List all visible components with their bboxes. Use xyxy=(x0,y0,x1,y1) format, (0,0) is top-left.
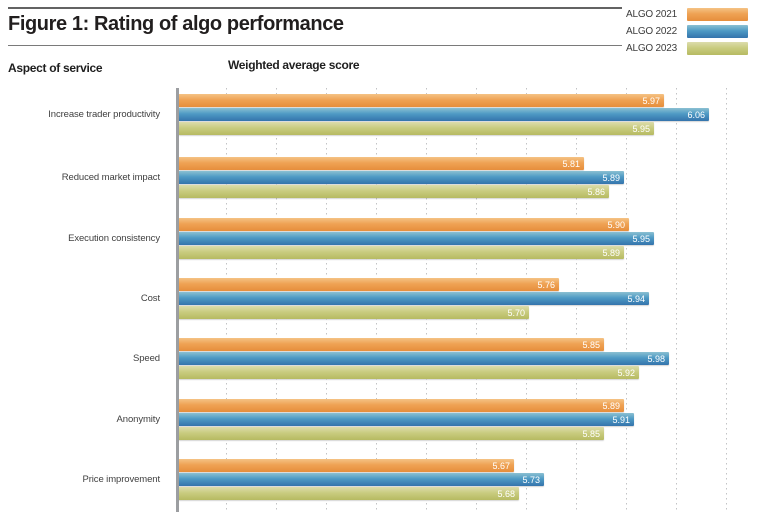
category-label: Speed xyxy=(133,353,160,364)
legend-label-algo-2021: ALGO 2021 xyxy=(625,9,677,20)
category-label: Reduced market impact xyxy=(61,172,160,183)
legend-item-algo-2021: ALGO 2021 xyxy=(626,8,748,21)
bar: 5.70 xyxy=(179,306,529,319)
legend-swatch-algo-2023 xyxy=(687,42,748,55)
bar: 5.85 xyxy=(179,427,604,440)
y-axis-line xyxy=(176,88,179,512)
bar: 5.86 xyxy=(179,185,609,198)
category-label: Cost xyxy=(140,293,160,304)
bar: 5.76 xyxy=(179,278,559,291)
bar: 5.95 xyxy=(179,122,654,135)
bar-value-label: 5.68 xyxy=(497,488,515,499)
bar: 5.90 xyxy=(179,218,629,231)
bar-group: 5.67 5.73 5.68 xyxy=(179,459,544,501)
bar: 5.89 xyxy=(179,171,624,184)
bar: 5.92 xyxy=(179,366,639,379)
bar-value-label: 5.76 xyxy=(537,279,555,290)
bar-value-label: 5.81 xyxy=(562,158,580,169)
legend-item-algo-2022: ALGO 2022 xyxy=(626,25,748,38)
top-rule xyxy=(8,7,622,9)
bar-value-label: 6.06 xyxy=(687,109,705,120)
bar-value-label: 5.67 xyxy=(492,460,510,471)
bar: 5.85 xyxy=(179,338,604,351)
bar-value-label: 5.85 xyxy=(582,428,600,439)
bar: 5.81 xyxy=(179,157,584,170)
bar-group: 5.81 5.89 5.86 xyxy=(179,157,624,199)
bar-value-label: 5.95 xyxy=(632,123,650,134)
bar-group: 5.89 5.91 5.85 xyxy=(179,399,634,441)
bar-value-label: 5.94 xyxy=(627,293,645,304)
bar: 6.06 xyxy=(179,108,709,121)
bar-value-label: 5.92 xyxy=(617,367,635,378)
bar: 5.89 xyxy=(179,246,624,259)
category-label: Increase trader productivity xyxy=(48,109,160,120)
column-header-aspect-of-service: Aspect of service xyxy=(8,61,103,75)
legend-swatch-algo-2021 xyxy=(687,8,748,21)
bar-group: 5.90 5.95 5.89 xyxy=(179,218,654,260)
bar-value-label: 5.85 xyxy=(582,339,600,350)
bar-group: 5.85 5.98 5.92 xyxy=(179,338,669,380)
bar-value-label: 5.73 xyxy=(522,474,540,485)
bar-group: 5.76 5.94 5.70 xyxy=(179,278,649,320)
bar: 5.73 xyxy=(179,473,544,486)
gridline xyxy=(676,88,677,512)
bar-group: 5.97 6.06 5.95 xyxy=(179,94,709,136)
legend-label-algo-2022: ALGO 2022 xyxy=(625,26,677,37)
bar: 5.91 xyxy=(179,413,634,426)
legend-swatch-algo-2022 xyxy=(687,25,748,38)
legend-item-algo-2023: ALGO 2023 xyxy=(626,42,748,55)
bar: 5.89 xyxy=(179,399,624,412)
bar-value-label: 5.91 xyxy=(612,414,630,425)
bar-value-label: 5.97 xyxy=(642,95,660,106)
bar: 5.98 xyxy=(179,352,669,365)
bar: 5.95 xyxy=(179,232,654,245)
column-header-weighted-average-score: Weighted average score xyxy=(228,58,360,72)
title-underline-rule xyxy=(8,45,622,46)
chart-legend: ALGO 2021 ALGO 2022 ALGO 2023 xyxy=(626,8,748,59)
category-label: Anonymity xyxy=(116,414,161,425)
category-label: Execution consistency xyxy=(68,233,160,244)
legend-label-algo-2023: ALGO 2023 xyxy=(625,43,677,54)
figure-title: Figure 1: Rating of algo performance xyxy=(8,13,344,35)
bar: 5.68 xyxy=(179,487,519,500)
gridline xyxy=(726,88,727,512)
bar-value-label: 5.89 xyxy=(602,172,620,183)
bar-value-label: 5.89 xyxy=(602,400,620,411)
bar-value-label: 5.86 xyxy=(587,186,605,197)
bar: 5.97 xyxy=(179,94,664,107)
bar-value-label: 5.95 xyxy=(632,233,650,244)
category-label: Price improvement xyxy=(82,474,161,485)
chart-plot: 5.97 6.06 5.95 5.81 5.89 5.86 5.90 5.95 5.89 5.76… xyxy=(176,88,760,512)
bar-value-label: 5.70 xyxy=(507,307,525,318)
bar: 5.94 xyxy=(179,292,649,305)
bar-value-label: 5.98 xyxy=(647,353,665,364)
bar-value-label: 5.89 xyxy=(602,247,620,258)
bar-value-label: 5.90 xyxy=(607,219,625,230)
bar: 5.67 xyxy=(179,459,514,472)
